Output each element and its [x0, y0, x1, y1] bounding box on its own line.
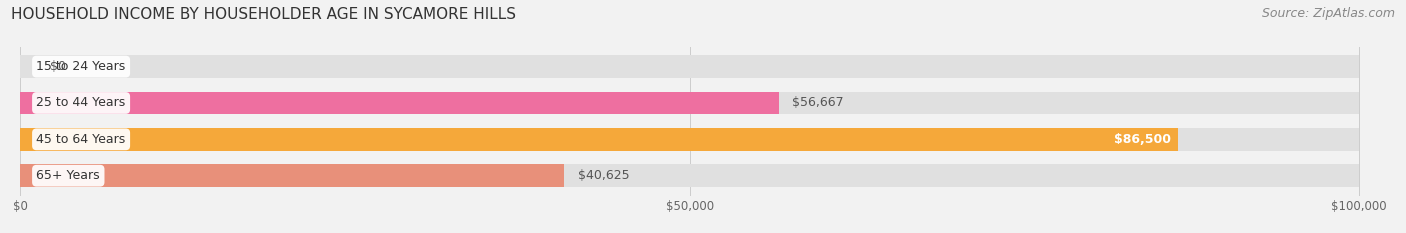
- Text: 25 to 44 Years: 25 to 44 Years: [37, 96, 125, 110]
- Text: 65+ Years: 65+ Years: [37, 169, 100, 182]
- Text: $40,625: $40,625: [578, 169, 628, 182]
- Text: $0: $0: [49, 60, 66, 73]
- Bar: [21, 92, 779, 114]
- Bar: [21, 164, 1358, 187]
- Bar: [21, 164, 564, 187]
- Text: 15 to 24 Years: 15 to 24 Years: [37, 60, 125, 73]
- Text: $56,667: $56,667: [792, 96, 844, 110]
- Bar: [21, 92, 1358, 114]
- Text: Source: ZipAtlas.com: Source: ZipAtlas.com: [1261, 7, 1395, 20]
- Bar: [21, 128, 1358, 151]
- Text: $86,500: $86,500: [1115, 133, 1171, 146]
- Text: 45 to 64 Years: 45 to 64 Years: [37, 133, 125, 146]
- Bar: [21, 55, 1358, 78]
- Bar: [21, 128, 1178, 151]
- Text: HOUSEHOLD INCOME BY HOUSEHOLDER AGE IN SYCAMORE HILLS: HOUSEHOLD INCOME BY HOUSEHOLDER AGE IN S…: [11, 7, 516, 22]
